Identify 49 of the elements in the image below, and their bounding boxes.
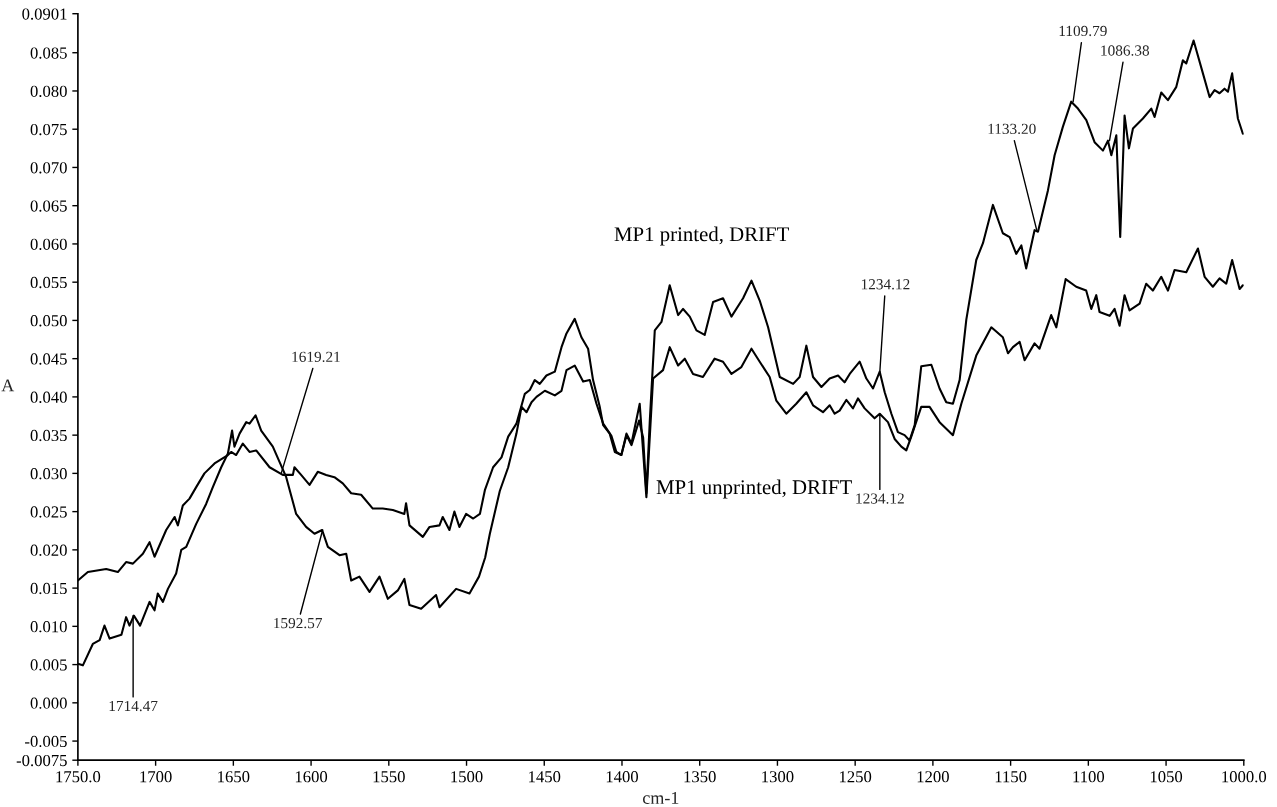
- y-tick-label: 0.015: [30, 582, 67, 595]
- x-tick-label: 1150: [995, 771, 1027, 783]
- x-tick-label: 1200: [917, 771, 949, 783]
- y-tick-label: 0.065: [30, 200, 67, 212]
- series-label: MP1 unprinted, DRIFT: [656, 479, 852, 499]
- x-tick-label: 1600: [295, 771, 328, 783]
- y-tick-label: 0.050: [30, 315, 67, 327]
- y-tick-label: 0.030: [30, 468, 67, 480]
- y-tick-label: -0.0075: [16, 754, 67, 767]
- annotation: 1619.21: [292, 351, 340, 363]
- y-tick-label: 0.040: [30, 391, 67, 403]
- y-tick-label: 0.000: [30, 697, 67, 709]
- annotation: 1109.79: [1059, 25, 1107, 37]
- y-tick-label: 0.005: [30, 659, 67, 671]
- x-tick-label: 1750.0: [56, 771, 101, 783]
- annotation: 1234.12: [861, 279, 910, 290]
- text: MP1 printed, DRIFT: [614, 226, 789, 246]
- y-tick-label: 0.080: [30, 85, 67, 97]
- annotation: 1592.57: [274, 617, 323, 629]
- y-tick-label: 0.035: [30, 429, 67, 442]
- annotation: 1086.38: [1101, 45, 1150, 56]
- x-tick-label: 1000.0: [1222, 771, 1267, 783]
- x-tick-label: 1300: [762, 771, 794, 783]
- y-tick-label: 0.025: [30, 506, 67, 518]
- y-tick-label: 0.020: [30, 544, 67, 556]
- y-tick-label: 0.070: [30, 162, 67, 174]
- x-tick-label: 1050: [1150, 771, 1183, 783]
- x-tick-label: 1400: [606, 771, 639, 783]
- x-tick-label: 1700: [140, 771, 172, 783]
- annotation: 1234.12: [856, 493, 904, 504]
- y-tick-label: 0.055: [30, 276, 67, 289]
- y-axis-title: A: [1, 379, 15, 392]
- y-tick-label: 0.0901: [22, 8, 67, 20]
- annotation: 1133.20: [988, 123, 1036, 135]
- x-tick-label: 1100: [1073, 771, 1105, 783]
- x-tick-label: 1650: [218, 771, 250, 783]
- x-tick-label: 1450: [529, 771, 561, 783]
- y-tick-label: 0.075: [30, 123, 67, 136]
- y-tick-label: 0.010: [30, 621, 67, 633]
- x-tick-label: 1350: [684, 771, 716, 783]
- y-tick-label: 0.045: [30, 353, 67, 365]
- y-tick-label: 0.085: [30, 47, 67, 59]
- x-tick-label: 1250: [839, 771, 872, 783]
- x-tick-label: 1500: [451, 771, 483, 783]
- annotation: 1714.47: [109, 700, 158, 712]
- y-tick-label: -0.005: [25, 735, 67, 748]
- x-tick-label: 1550: [373, 771, 405, 783]
- x-axis-title: cm-1: [642, 791, 679, 804]
- y-tick-label: 0.060: [30, 238, 67, 250]
